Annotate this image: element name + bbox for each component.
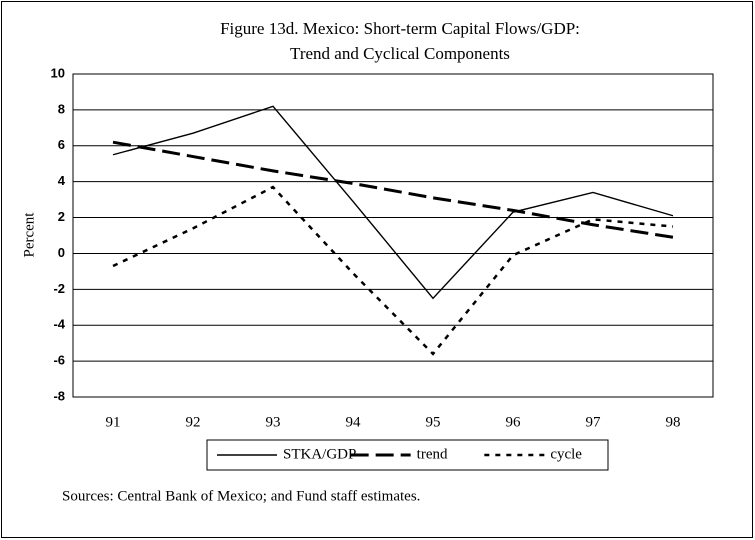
legend-label: STKA/GDP <box>283 446 356 462</box>
legend-label: trend <box>417 446 448 462</box>
plot-area <box>72 73 714 398</box>
x-tick-label: 93 <box>266 414 281 430</box>
y-tick-label: 10 <box>51 65 65 80</box>
x-tick-label: 91 <box>106 414 121 430</box>
series-line <box>112 105 674 300</box>
y-tick-label: 6 <box>58 137 65 152</box>
x-tick-label: 95 <box>426 414 441 430</box>
source-note: Sources: Central Bank of Mexico; and Fun… <box>62 488 420 504</box>
x-tick-label: 92 <box>186 414 201 430</box>
x-tick-label: 98 <box>666 414 681 430</box>
series-line <box>112 140 674 239</box>
y-tick-label: -2 <box>53 281 65 296</box>
y-tick-label: 0 <box>58 245 65 260</box>
chart-title: Figure 13d. Mexico: Short-term Capital F… <box>220 19 580 38</box>
y-axis-label: Percent <box>21 212 37 258</box>
y-tick-label: 8 <box>58 101 65 116</box>
legend-label: cycle <box>550 446 582 462</box>
series-line <box>112 185 674 356</box>
y-tick-label: -6 <box>53 353 65 368</box>
chart-subtitle: Trend and Cyclical Components <box>290 44 510 63</box>
y-tick-label: 2 <box>58 209 65 224</box>
x-tick-label: 96 <box>506 414 522 430</box>
y-tick-label: -8 <box>53 388 65 403</box>
y-tick-label: -4 <box>53 317 65 332</box>
y-tick-label: 4 <box>58 173 66 188</box>
x-tick-label: 97 <box>586 414 602 430</box>
legend-box <box>206 439 609 471</box>
x-tick-label: 94 <box>346 414 362 430</box>
